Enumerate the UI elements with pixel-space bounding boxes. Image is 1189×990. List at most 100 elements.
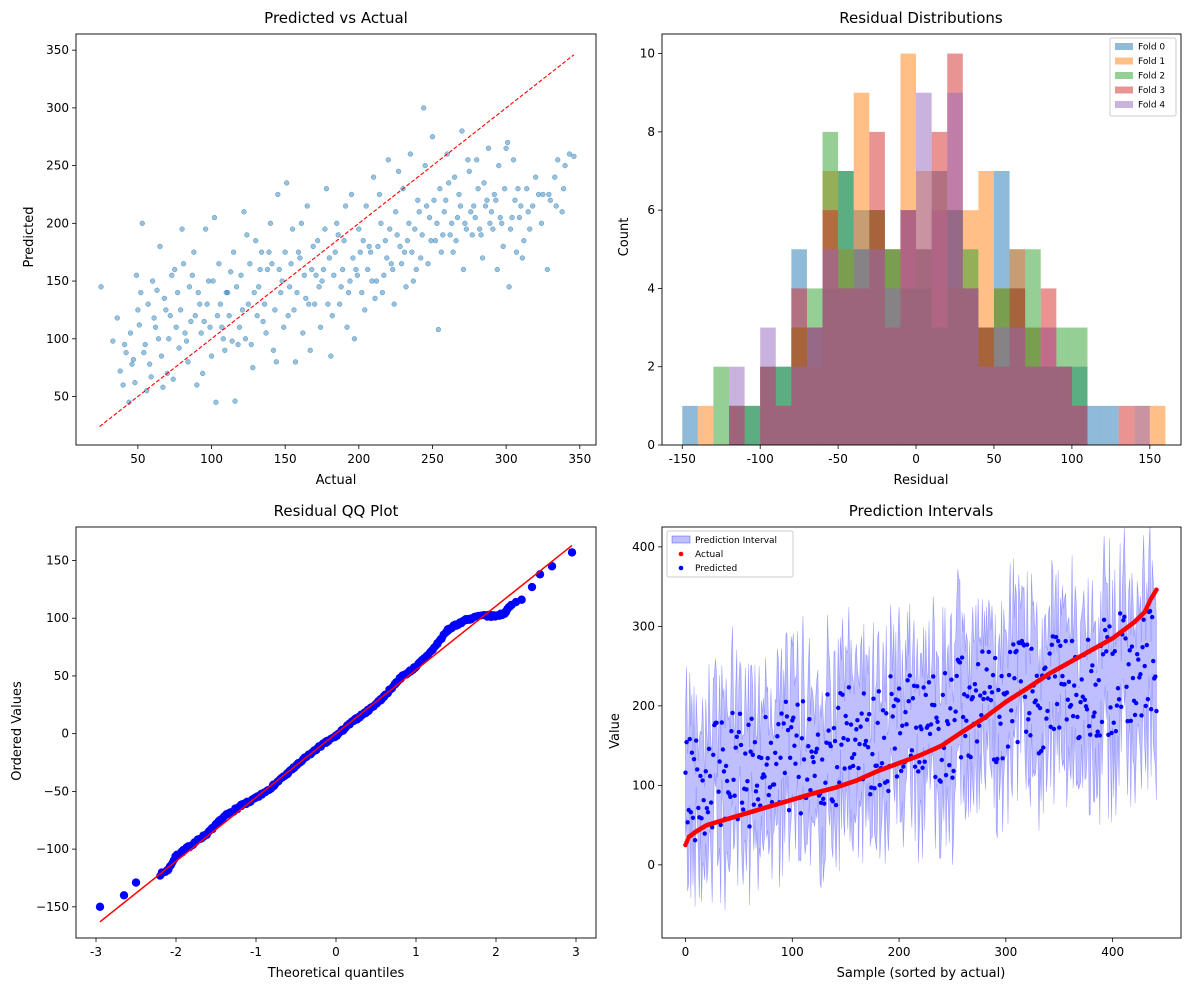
scatter-point [233,284,240,290]
scatter-point [167,313,173,319]
predicted-point [934,715,939,720]
predicted-point [1022,694,1028,699]
predicted-point [844,721,849,726]
scatter-point [487,220,493,226]
predicted-point [1080,694,1085,699]
predicted-point [962,692,967,697]
predicted-point [938,779,943,784]
scatter-point [110,338,116,344]
predicted-point [1095,729,1100,734]
predicted-point [881,735,887,740]
predicted-point [876,689,881,694]
scatter-point [232,398,238,404]
residual-distributions-chart: Residual Distributions Residual Count -1… [617,9,1182,488]
predicted-point [912,764,918,769]
scatter-point [238,272,244,278]
scatter-point [201,318,207,325]
predicted-point [704,806,710,811]
scatter-point [428,238,434,244]
predicted-point [785,727,791,733]
scatter-point [560,186,567,192]
histogram-bar [853,249,870,445]
predicted-point [954,673,959,679]
predicted-point [738,742,744,748]
x-tick-label: 200 [347,452,370,466]
scatter-point [372,295,378,302]
scatter-point [513,249,520,255]
scatter-point [497,214,503,221]
predicted-point [698,773,703,779]
scatter-point [133,272,140,278]
predicted-point [981,696,986,702]
predicted-point [1126,662,1131,667]
scatter-point [356,226,362,232]
predicted-point [744,787,749,792]
y-tick-label: 2 [647,360,655,374]
scatter-point [366,243,372,250]
predicted-point [931,674,936,679]
prediction-intervals-chart: Prediction Intervals Sample (sorted by a… [608,502,1182,981]
predicted-point [970,694,975,700]
predicted-point [933,774,938,780]
predicted-point [1082,697,1088,703]
scatter-point [347,278,353,284]
scatter-point [294,289,300,296]
predicted-point [1052,674,1058,679]
predicted-point [885,779,890,784]
y-tick-label: 200 [46,216,69,230]
scatter-point [488,209,495,215]
chart-title: Residual QQ Plot [274,502,399,520]
histogram-bar [993,327,1010,445]
x-tick-label: 350 [568,452,591,466]
scatter-point [279,278,285,284]
scatter-point [509,214,515,221]
fit-line [99,544,573,923]
predicted-point [965,694,970,699]
scatter-point [456,191,462,198]
histogram-bar [1103,405,1119,445]
predicted-point [920,765,925,770]
predicted-point [951,768,956,774]
predicted-point [786,807,792,813]
scatter-point [448,220,455,226]
predicted-point [819,757,825,762]
predicted-point [999,673,1004,679]
scatter-point [226,313,232,319]
predicted-point [800,699,806,704]
scatter-point [207,324,213,330]
predicted-point [940,692,946,698]
scatter-point [320,266,327,273]
scatter-point [325,301,331,307]
histogram-bar [916,92,932,445]
scatter-point [407,151,414,157]
scatter-point [242,336,249,342]
y-tick-label: 250 [46,159,69,173]
predicted-point [1053,634,1059,640]
scatter-point [121,341,128,348]
axes: 0 100 200 300 400 0 100 200 300 400 [632,540,1124,959]
y-tick-label: 300 [46,101,69,115]
axes: -150 -100 -50 0 50 100 150 0 2 4 6 8 10 [640,47,1162,466]
predicted-point [988,697,994,703]
predicted-point [702,831,707,836]
predicted-point [687,736,692,742]
predicted-point [1138,672,1143,677]
scatter-point [117,368,123,374]
predicted-point [1011,642,1016,647]
predicted-point [1043,665,1048,670]
scatter-point [468,209,474,215]
plot-area [98,54,577,427]
scatter-point [503,145,509,151]
predicted-point [1034,673,1040,679]
x-tick-label: 100 [781,945,804,959]
scatter-point [391,301,397,307]
scatter-point [469,232,475,238]
y-tick-label: 200 [632,699,655,713]
scatter-point [515,186,521,192]
scatter-point [566,151,573,157]
scatter-point [313,272,319,278]
scatter-point [291,307,297,313]
scatter-point [403,284,409,290]
predicted-point [1084,707,1090,712]
predicted-point [899,768,904,774]
